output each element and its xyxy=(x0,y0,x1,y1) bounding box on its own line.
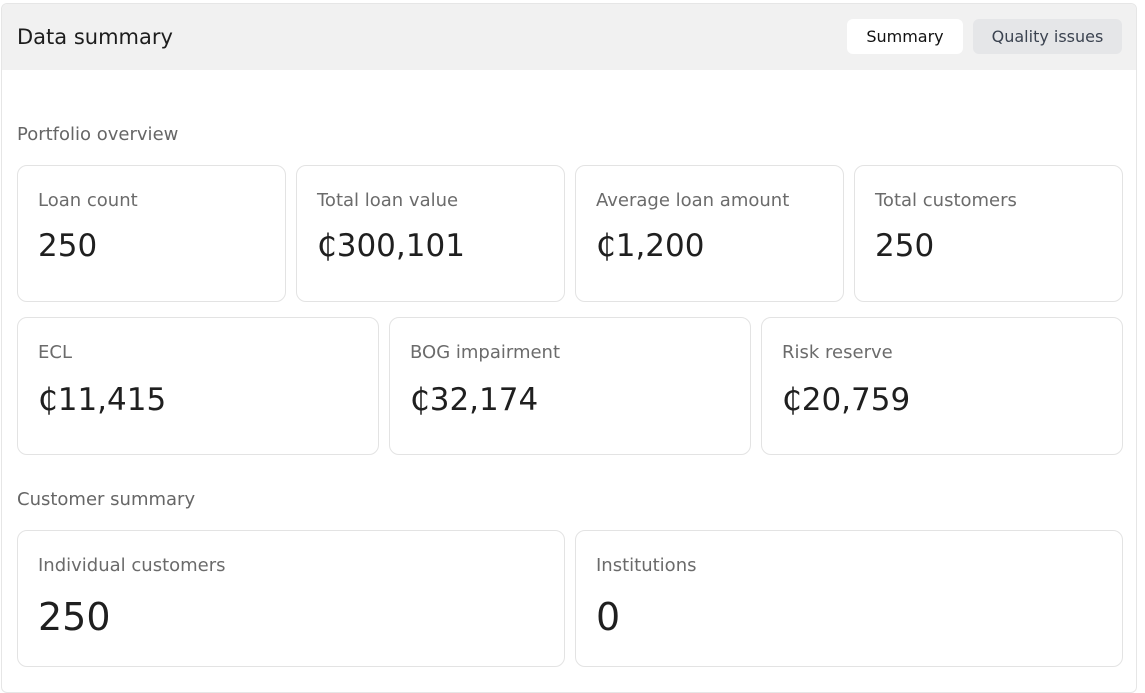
card-label: Loan count xyxy=(38,190,138,211)
individual-customers-card: Individual customers 250 xyxy=(17,530,565,667)
card-value: ₵1,200 xyxy=(596,228,705,264)
bog-impairment-card: BOG impairment ₵32,174 xyxy=(389,317,751,455)
tab-quality-issues[interactable]: Quality issues xyxy=(973,19,1122,54)
card-value: ₵11,415 xyxy=(38,382,167,418)
card-label: Individual customers xyxy=(38,555,226,576)
card-label: Average loan amount xyxy=(596,190,790,211)
card-value: 0 xyxy=(596,595,621,639)
card-label: Risk reserve xyxy=(782,342,893,363)
card-value: 250 xyxy=(38,228,98,264)
tab-summary[interactable]: Summary xyxy=(847,19,963,54)
institutions-card: Institutions 0 xyxy=(575,530,1123,667)
total-loan-value-card: Total loan value ₵300,101 xyxy=(296,165,565,302)
card-value: ₵300,101 xyxy=(317,228,465,264)
average-loan-amount-card: Average loan amount ₵1,200 xyxy=(575,165,844,302)
card-label: Institutions xyxy=(596,555,697,576)
card-label: Total customers xyxy=(875,190,1017,211)
card-label: ECL xyxy=(38,342,72,363)
ecl-card: ECL ₵11,415 xyxy=(17,317,379,455)
card-label: Total loan value xyxy=(317,190,459,211)
panel-header: Data summary Summary Quality issues xyxy=(2,4,1136,70)
risk-reserve-card: Risk reserve ₵20,759 xyxy=(761,317,1123,455)
data-summary-panel: Data summary Summary Quality issues Port… xyxy=(1,3,1137,693)
loan-count-card: Loan count 250 xyxy=(17,165,286,302)
card-value: 250 xyxy=(875,228,935,264)
card-value: ₵32,174 xyxy=(410,382,539,418)
panel-title: Data summary xyxy=(17,25,173,49)
customer-summary-heading: Customer summary xyxy=(17,489,196,510)
card-value: ₵20,759 xyxy=(782,382,911,418)
card-label: BOG impairment xyxy=(410,342,561,363)
total-customers-card: Total customers 250 xyxy=(854,165,1123,302)
card-value: 250 xyxy=(38,595,111,639)
portfolio-overview-heading: Portfolio overview xyxy=(17,124,179,145)
